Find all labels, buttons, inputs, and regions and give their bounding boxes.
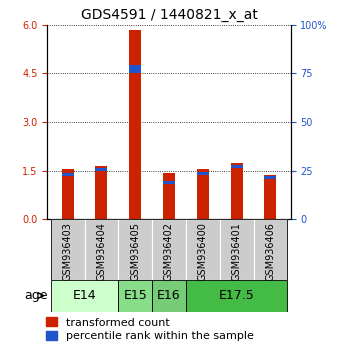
Text: GSM936403: GSM936403: [63, 222, 73, 281]
Bar: [96, 166, 107, 219]
Bar: [152, 219, 186, 280]
Text: GSM936405: GSM936405: [130, 222, 140, 281]
Bar: [231, 163, 243, 219]
Bar: [186, 219, 220, 280]
Bar: [51, 219, 84, 280]
Text: GSM936406: GSM936406: [265, 222, 275, 281]
Text: E14: E14: [73, 289, 96, 302]
Bar: [118, 280, 152, 312]
Bar: [264, 176, 276, 179]
Bar: [51, 280, 118, 312]
Text: E16: E16: [157, 289, 181, 302]
Text: GSM936401: GSM936401: [232, 222, 242, 281]
Text: E15: E15: [123, 289, 147, 302]
Text: GSM936402: GSM936402: [164, 222, 174, 281]
Text: GSM936400: GSM936400: [198, 222, 208, 281]
Bar: [220, 219, 254, 280]
Bar: [163, 173, 175, 219]
Bar: [186, 280, 287, 312]
Bar: [96, 168, 107, 171]
Bar: [163, 181, 175, 184]
Bar: [129, 64, 141, 73]
Bar: [129, 30, 141, 219]
Bar: [264, 175, 276, 219]
Bar: [231, 165, 243, 169]
Text: age: age: [24, 289, 48, 302]
Text: GSM936404: GSM936404: [96, 222, 106, 281]
Legend: transformed count, percentile rank within the sample: transformed count, percentile rank withi…: [46, 317, 254, 341]
Bar: [84, 219, 118, 280]
Bar: [197, 172, 209, 175]
Bar: [62, 169, 74, 219]
Text: E17.5: E17.5: [219, 289, 255, 302]
Bar: [254, 219, 287, 280]
Bar: [152, 280, 186, 312]
Bar: [62, 173, 74, 176]
Title: GDS4591 / 1440821_x_at: GDS4591 / 1440821_x_at: [80, 8, 258, 22]
Bar: [118, 219, 152, 280]
Bar: [197, 169, 209, 219]
